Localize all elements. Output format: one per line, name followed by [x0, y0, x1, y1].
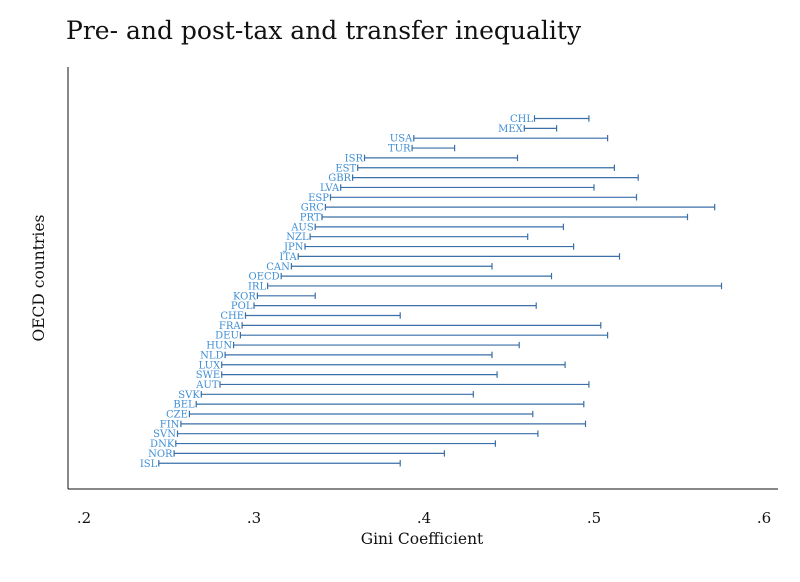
range-bar-gbr [352, 174, 639, 181]
range-bar-chl [533, 115, 590, 122]
country-label-isr: ISR [345, 153, 364, 164]
country-label-esp: ESP [308, 193, 329, 204]
country-label-lux: LUX [199, 360, 222, 371]
range-bar-mex [523, 125, 558, 132]
country-label-dnk: DNK [150, 439, 175, 450]
range-bar-swe [221, 371, 498, 378]
x-tick-labels: .2 .3 .4 .5 .6 [77, 509, 771, 527]
country-label-grc: GRC [301, 203, 325, 214]
country-label-nld: NLD [200, 350, 223, 361]
range-bar-hun [233, 341, 520, 349]
range-bar-deu [239, 332, 609, 339]
country-label-kor: KOR [233, 291, 256, 302]
country-label-bel: BEL [173, 400, 195, 411]
country-label-can: CAN [266, 262, 290, 273]
range-bar-irl [267, 282, 723, 290]
country-label-nzl: NZL [286, 232, 309, 243]
range-bar-bel [195, 400, 585, 408]
range-bar-isr [363, 154, 519, 162]
range-bar-can [290, 263, 493, 270]
range-bar-ita [297, 253, 621, 260]
range-bar-nld [224, 351, 493, 359]
range-bar-dnk [175, 440, 496, 447]
country-label-jpn: JPN [283, 242, 304, 253]
country-label-svk: SVK [178, 390, 200, 401]
country-label-oecd: OECD [249, 272, 280, 283]
country-label-irl: IRL [248, 281, 266, 292]
range-bar-isl [158, 460, 401, 467]
range-bar-fin [180, 420, 587, 428]
range-bar-aus [314, 223, 565, 231]
range-bar-lux [221, 361, 566, 368]
country-label-cze: CZE [166, 410, 188, 421]
country-label-hun: HUN [206, 341, 232, 352]
country-label-mex: MEX [498, 124, 524, 135]
range-bar-svn [176, 430, 539, 437]
range-bar-prt [321, 213, 689, 221]
country-label-nor: NOR [148, 449, 173, 460]
country-label-lva: LVA [320, 183, 340, 194]
range-bar-usa [413, 135, 609, 142]
x-tick-label: .5 [587, 509, 601, 527]
range-bar-jpn [304, 243, 575, 250]
chart-title: Pre- and post-tax and transfer inequalit… [66, 16, 582, 45]
x-tick-label: .2 [77, 509, 91, 527]
country-label-aut: AUT [195, 380, 219, 391]
country-label-isl: ISL [140, 459, 158, 470]
range-bar-aut [219, 381, 590, 388]
country-label-fin: FIN [160, 419, 180, 430]
country-label-est: EST [335, 163, 356, 174]
range-bar-fra [241, 322, 602, 329]
country-label-gbr: GBR [328, 173, 351, 184]
country-label-usa: USA [390, 134, 413, 145]
country-label-tur: TUR [388, 144, 411, 155]
country-label-swe: SWE [196, 370, 220, 381]
range-bar-cze [188, 410, 534, 418]
range-bar-oecd [280, 272, 553, 280]
x-tick-label: .6 [757, 509, 771, 527]
country-label-prt: PRT [300, 213, 321, 224]
country-label-chl: CHL [510, 114, 533, 125]
x-axis-title: Gini Coefficient [361, 530, 484, 548]
x-tick-label: .4 [417, 509, 431, 527]
x-tick-label: .3 [247, 509, 261, 527]
country-label-deu: DEU [215, 331, 239, 342]
range-bar-est [357, 164, 616, 171]
range-bar-nor [173, 450, 445, 457]
country-label-aus: AUS [290, 222, 314, 233]
country-label-fra: FRA [219, 321, 241, 332]
range-bar-kor [256, 292, 316, 299]
range-bar-esp [329, 194, 638, 201]
country-label-che: CHE [220, 311, 244, 322]
y-axis-title: OECD countries [30, 214, 48, 341]
range-bar-che [244, 312, 401, 319]
range-bars [158, 115, 723, 467]
country-label-svn: SVN [153, 429, 176, 440]
range-bar-svk [200, 391, 474, 398]
range-bar-pol [253, 302, 537, 309]
range-bar-grc [324, 203, 716, 211]
range-bar-tur [411, 144, 456, 152]
country-label-ita: ITA [279, 252, 297, 263]
range-bar-lva [340, 184, 595, 191]
country-label-pol: POL [231, 301, 253, 312]
range-bar-nzl [309, 233, 529, 240]
